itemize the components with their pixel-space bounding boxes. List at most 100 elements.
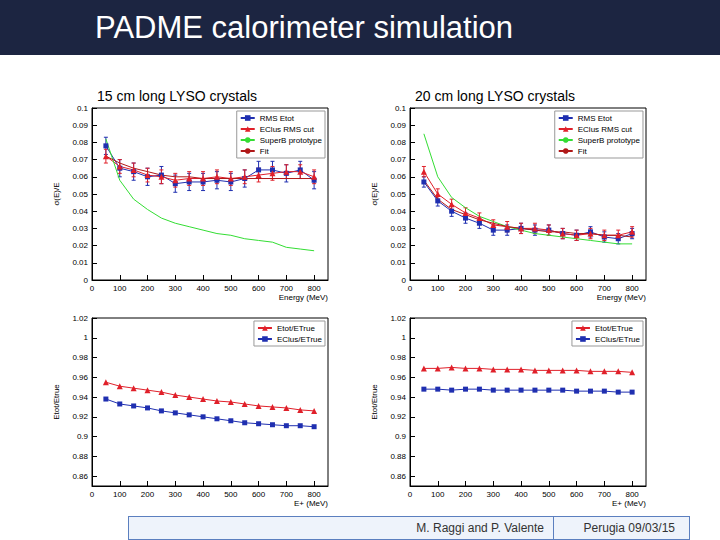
svg-text:600: 600: [252, 284, 266, 293]
svg-text:0.01: 0.01: [72, 258, 88, 267]
svg-text:500: 500: [224, 284, 238, 293]
svg-text:0.1: 0.1: [77, 104, 89, 113]
svg-text:400: 400: [196, 284, 210, 293]
svg-text:0.06: 0.06: [72, 172, 88, 181]
svg-text:E+ (MeV): E+ (MeV): [612, 499, 646, 508]
svg-text:0.01: 0.01: [390, 258, 406, 267]
svg-text:300: 300: [487, 490, 501, 499]
svg-text:0.9: 0.9: [395, 432, 407, 441]
svg-text:SuperB prototype: SuperB prototype: [260, 136, 323, 145]
svg-text:0.96: 0.96: [72, 373, 88, 382]
svg-text:0: 0: [90, 284, 95, 293]
svg-text:200: 200: [459, 284, 473, 293]
svg-text:0.06: 0.06: [390, 172, 406, 181]
svg-text:Energy (MeV): Energy (MeV): [279, 293, 329, 302]
svg-text:600: 600: [252, 490, 266, 499]
svg-text:σ(E)/E: σ(E)/E: [52, 182, 61, 205]
svg-text:0.92: 0.92: [72, 412, 88, 421]
svg-text:500: 500: [542, 490, 556, 499]
svg-text:200: 200: [459, 490, 473, 499]
svg-text:0.09: 0.09: [390, 121, 406, 130]
html-text:M. Raggi and P. Valente: M. Raggi and P. Valente: [416, 521, 544, 535]
svg-text:Etot/ETrue: Etot/ETrue: [595, 324, 633, 333]
svg-text:600: 600: [570, 490, 584, 499]
svg-text:600: 600: [570, 284, 584, 293]
svg-text:1: 1: [402, 333, 407, 342]
svg-text:0.02: 0.02: [390, 241, 406, 250]
svg-text:0.88: 0.88: [390, 452, 406, 461]
svg-text:200: 200: [141, 490, 155, 499]
svg-text:Energy (MeV): Energy (MeV): [597, 293, 647, 302]
svg-text:0.03: 0.03: [390, 224, 406, 233]
svg-text:500: 500: [542, 284, 556, 293]
svg-text:0.94: 0.94: [72, 393, 88, 402]
svg-text:σ(E)/E: σ(E)/E: [370, 182, 379, 205]
svg-text:200: 200: [141, 284, 155, 293]
svg-text:Fit: Fit: [578, 147, 588, 156]
svg-text:700: 700: [598, 284, 612, 293]
svg-text:0.98: 0.98: [390, 353, 406, 362]
svg-text:400: 400: [514, 284, 528, 293]
svg-text:100: 100: [113, 284, 127, 293]
svg-text:300: 300: [487, 284, 501, 293]
svg-text:400: 400: [514, 490, 528, 499]
svg-text:300: 300: [169, 490, 183, 499]
svg-text:0: 0: [408, 284, 413, 293]
svg-text:0.09: 0.09: [72, 121, 88, 130]
svg-text:300: 300: [169, 284, 183, 293]
svg-text:0.9: 0.9: [77, 432, 89, 441]
svg-text:0.08: 0.08: [72, 138, 88, 147]
svg-text:0.05: 0.05: [72, 190, 88, 199]
svg-text:500: 500: [224, 490, 238, 499]
svg-text:15 cm long LYSO crystals: 15 cm long LYSO crystals: [97, 88, 257, 104]
svg-text:0: 0: [402, 276, 407, 285]
svg-text:0.86: 0.86: [390, 472, 406, 481]
html-text:PADME calorimeter simulation: PADME calorimeter simulation: [95, 10, 513, 45]
svg-text:0: 0: [408, 490, 413, 499]
svg-text:0: 0: [84, 276, 89, 285]
svg-text:100: 100: [431, 490, 445, 499]
svg-text:0.02: 0.02: [72, 241, 88, 250]
svg-text:Etot/Etrue: Etot/Etrue: [52, 384, 61, 420]
svg-text:800: 800: [307, 490, 321, 499]
svg-text:0.92: 0.92: [390, 412, 406, 421]
svg-text:700: 700: [280, 490, 294, 499]
svg-text:700: 700: [280, 284, 294, 293]
svg-text:0.94: 0.94: [390, 393, 406, 402]
svg-text:0.1: 0.1: [395, 104, 407, 113]
svg-text:0.07: 0.07: [72, 155, 88, 164]
svg-text:0.96: 0.96: [390, 373, 406, 382]
svg-text:Etot/ETrue: Etot/ETrue: [277, 324, 315, 333]
svg-text:EClus/ETrue: EClus/ETrue: [277, 335, 323, 344]
svg-text:100: 100: [113, 490, 127, 499]
svg-text:1: 1: [84, 333, 89, 342]
svg-text:EClus RMS cut: EClus RMS cut: [260, 125, 315, 134]
svg-text:0.07: 0.07: [390, 155, 406, 164]
svg-text:700: 700: [598, 490, 612, 499]
svg-text:0.04: 0.04: [390, 207, 406, 216]
svg-text:0.98: 0.98: [72, 353, 88, 362]
svg-text:20 cm long LYSO crystals: 20 cm long LYSO crystals: [415, 88, 575, 104]
svg-text:RMS Etot: RMS Etot: [260, 114, 295, 123]
svg-text:EClus RMS cut: EClus RMS cut: [578, 125, 633, 134]
svg-text:0.86: 0.86: [72, 472, 88, 481]
svg-text:0.04: 0.04: [72, 207, 88, 216]
svg-text:800: 800: [625, 284, 639, 293]
svg-text:RMS Etot: RMS Etot: [578, 114, 613, 123]
svg-text:EClus/ETrue: EClus/ETrue: [595, 335, 641, 344]
svg-text:100: 100: [431, 284, 445, 293]
svg-text:Etot/Etrue: Etot/Etrue: [370, 384, 379, 420]
svg-text:0.05: 0.05: [390, 190, 406, 199]
svg-text:0.03: 0.03: [72, 224, 88, 233]
svg-text:Fit: Fit: [260, 147, 270, 156]
svg-text:1.02: 1.02: [390, 314, 406, 323]
svg-text:400: 400: [196, 490, 210, 499]
svg-text:800: 800: [307, 284, 321, 293]
svg-text:0.08: 0.08: [390, 138, 406, 147]
svg-text:0.88: 0.88: [72, 452, 88, 461]
svg-text:800: 800: [625, 490, 639, 499]
svg-text:1.02: 1.02: [72, 314, 88, 323]
svg-text:0: 0: [90, 490, 95, 499]
svg-text:SuperB prototype: SuperB prototype: [578, 136, 641, 145]
svg-text:E+ (MeV): E+ (MeV): [294, 499, 328, 508]
